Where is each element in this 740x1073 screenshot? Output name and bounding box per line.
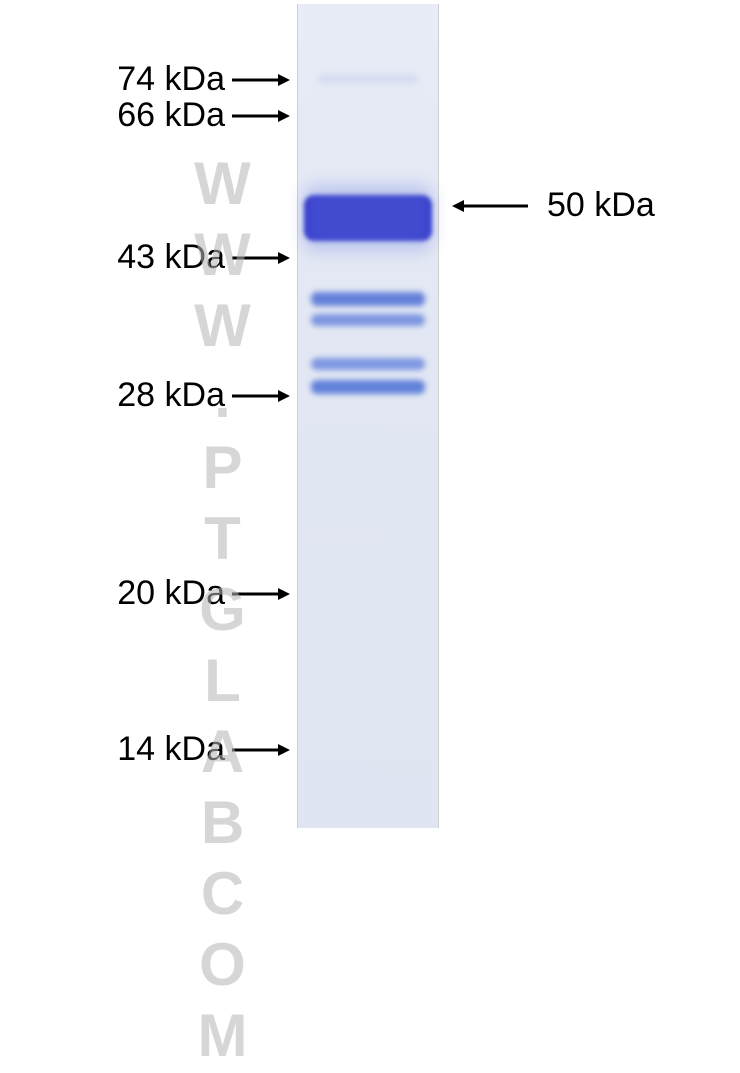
marker-label-1: 66 kDa [117,96,225,135]
band-28kda [311,380,425,394]
target-arrow [440,194,528,218]
band-50kda-glow [303,185,434,251]
band-37kda-a [311,292,425,306]
gel-lane [297,4,439,828]
marker-label-0: 74 kDa [117,60,225,99]
band-74kda-faint [318,76,417,82]
marker-arrow-1 [232,104,302,128]
gel-figure: 74 kDa66 kDa43 kDa28 kDa20 kDa14 kDa 50 … [0,0,740,836]
target-label: 50 kDa [547,186,655,225]
band-37kda-b [311,314,425,326]
watermark-text: WWW.PTGLABCOM [188,150,257,1073]
band-30kda-a [311,358,425,370]
marker-arrow-0 [232,68,302,92]
